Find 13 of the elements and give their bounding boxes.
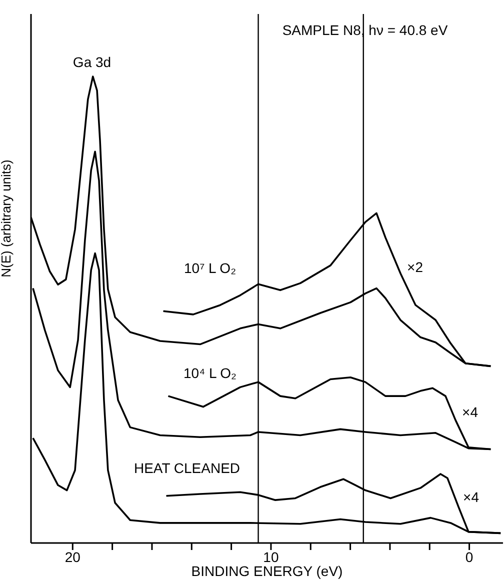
chart-title: SAMPLE N8, hν = 40.8 eV <box>281 22 449 38</box>
annotation: 10⁴ L O₂ <box>184 365 236 381</box>
annotation: HEAT CLEANED <box>134 460 240 476</box>
x-axis-title: BINDING ENERGY (eV) <box>191 563 343 579</box>
x-tick-label: 10 <box>263 548 279 565</box>
annotation: ×4 <box>462 404 478 420</box>
text: Ga 3d <box>72 54 112 70</box>
y-axis-title: N(E) (arbitrary units) <box>0 160 14 278</box>
annotation: ×4 <box>463 489 479 505</box>
annotation: ×2 <box>407 259 423 275</box>
x-tick-label: 20 <box>64 548 81 565</box>
annotation: 10⁷ L O₂ <box>184 260 236 276</box>
x-tick-label: 0 <box>465 548 474 565</box>
